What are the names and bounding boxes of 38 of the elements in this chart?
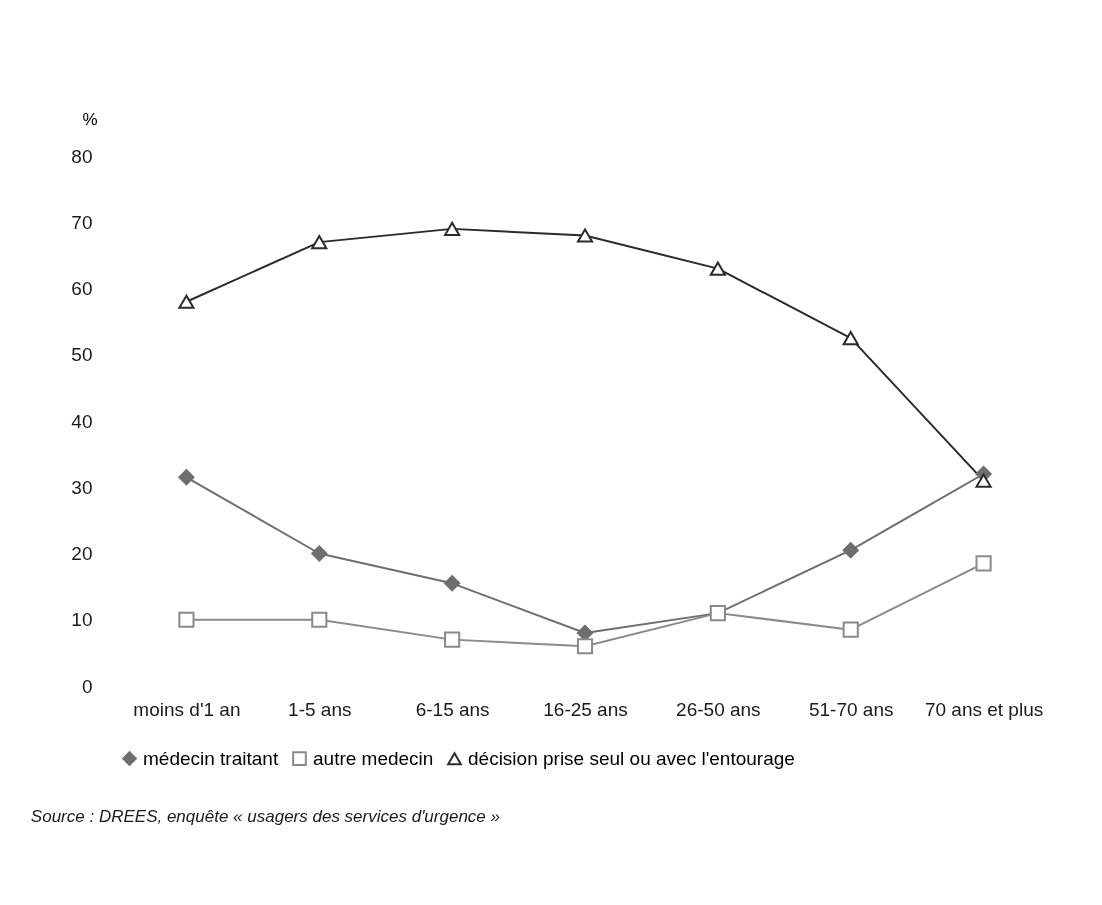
x-tick-label: 70 ans et plus [924, 698, 1044, 720]
point [178, 611, 195, 628]
point [576, 638, 594, 655]
x-tick-label: moins d'1 an [133, 698, 241, 720]
y-tick-label: 80 [71, 145, 93, 167]
point [975, 473, 992, 488]
point [311, 545, 328, 562]
x-tick-label: 16-25 ans [543, 698, 628, 720]
y-tick-label: 70 [71, 211, 93, 233]
point [178, 294, 195, 309]
point [178, 469, 195, 486]
y-axis-title: % [82, 109, 98, 129]
x-tick-label: 1-5 ans [288, 698, 352, 720]
point [444, 221, 461, 236]
x-tick-label: 6-15 ans [415, 698, 490, 720]
y-tick-label: 0 [81, 675, 93, 697]
legend-label: autre medecin [313, 747, 434, 769]
y-tick-label: 10 [71, 609, 93, 631]
x-tick-label: 51-70 ans [808, 698, 894, 720]
point [975, 555, 992, 572]
point [444, 631, 461, 648]
y-tick-label: 40 [71, 410, 93, 432]
point [842, 621, 859, 638]
x-tick-label: 26-50 ans [676, 698, 761, 720]
legend-label: médecin traitant [143, 747, 279, 769]
point [311, 611, 328, 628]
y-tick-label: 50 [71, 344, 93, 366]
source-note: Source : DREES, enquête « usagers des services d'urgence » [30, 807, 500, 826]
y-tick-label: 30 [71, 476, 93, 498]
point [311, 235, 328, 250]
point [842, 331, 859, 346]
y-tick-label: 60 [71, 278, 93, 299]
point [842, 542, 859, 559]
y-tick-label: 20 [71, 543, 93, 564]
point [576, 228, 594, 243]
point [444, 575, 461, 592]
point [709, 261, 726, 276]
legend-label: décision prise seul ou avec l'entourage [468, 747, 795, 769]
